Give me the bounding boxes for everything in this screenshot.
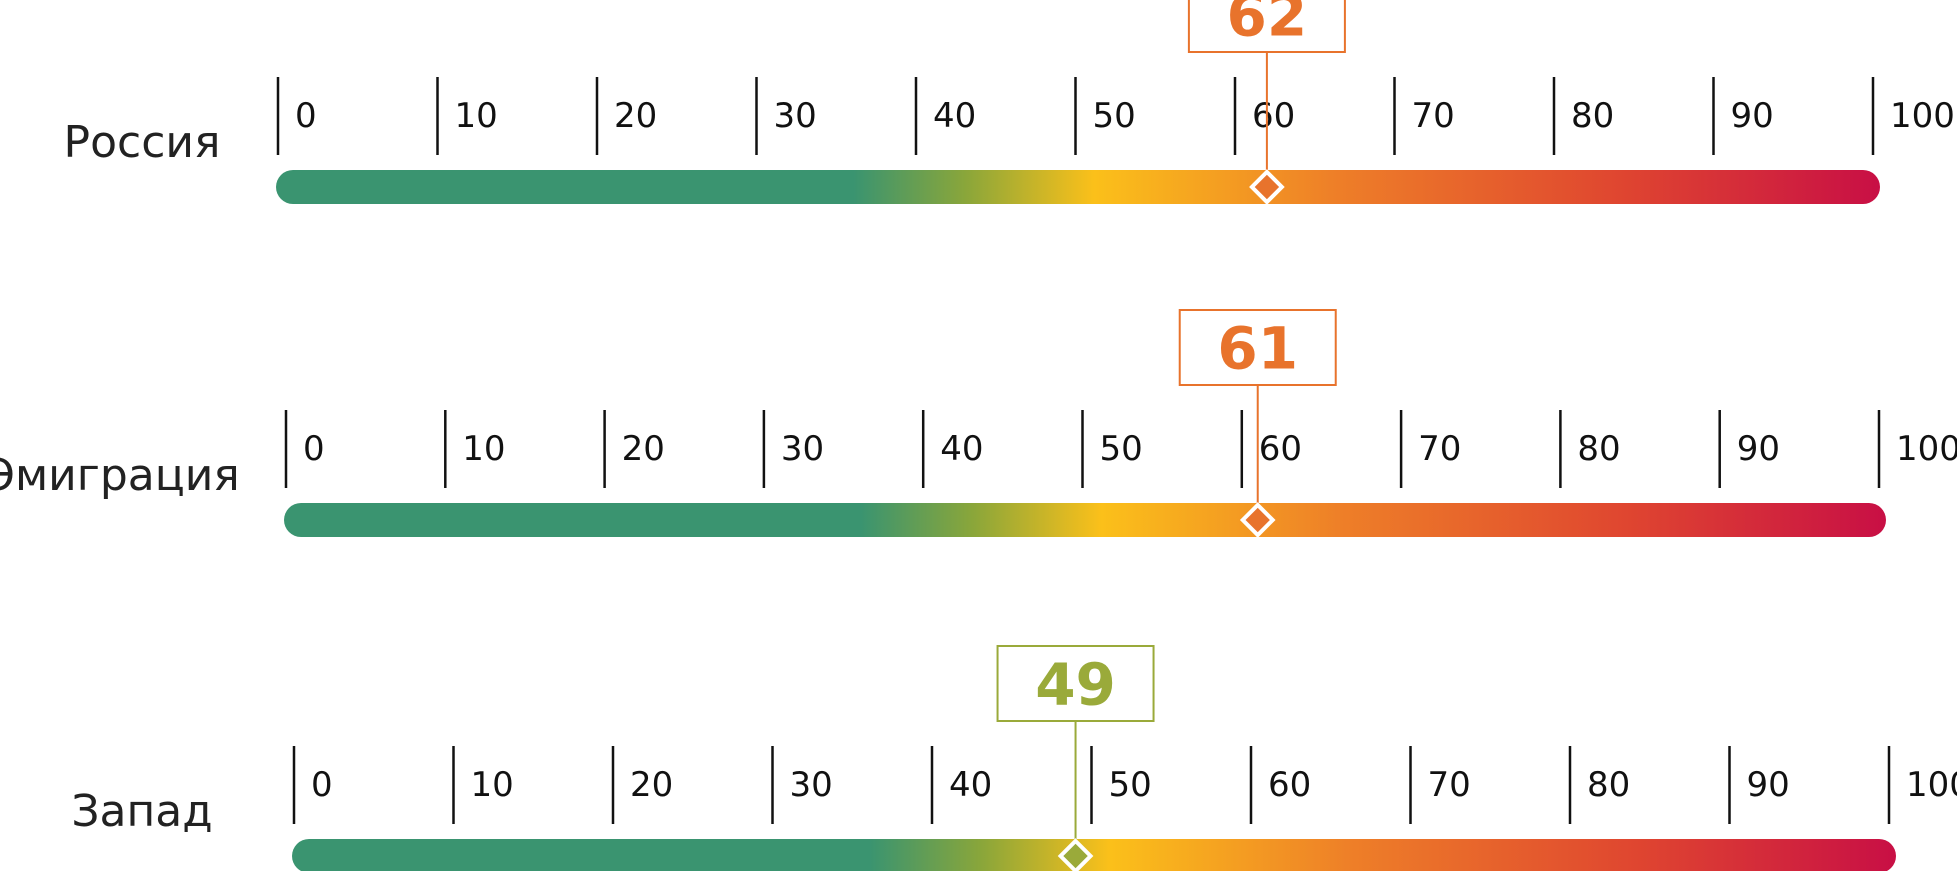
tick-label: 20 [630, 765, 673, 805]
tick-label: 100 [1906, 765, 1957, 805]
tick-label: 20 [622, 429, 665, 469]
row-label: Эмиграция [0, 450, 240, 501]
tick-label: 60 [1259, 429, 1302, 469]
value-label: 62 [1227, 0, 1308, 50]
tick-label: 10 [462, 429, 505, 469]
tick-label: 0 [295, 96, 317, 136]
row-label: Запад [71, 786, 212, 837]
tick-label: 100 [1890, 96, 1955, 136]
tick-label: 0 [303, 429, 325, 469]
tick-label: 90 [1737, 429, 1780, 469]
tick-label: 10 [455, 96, 498, 136]
tick-label: 50 [1109, 765, 1152, 805]
tick-label: 50 [1100, 429, 1143, 469]
tick-label: 50 [1093, 96, 1136, 136]
value-label: 49 [1035, 651, 1116, 719]
tick-label: 20 [614, 96, 657, 136]
scale-bar [284, 503, 1886, 537]
tick-label: 40 [940, 429, 983, 469]
value-box [996, 645, 1155, 722]
value-box [1178, 309, 1337, 386]
value-label: 61 [1217, 315, 1298, 383]
value-box [1187, 0, 1346, 53]
tick-label: 60 [1252, 96, 1295, 136]
tick-label: 30 [790, 765, 833, 805]
scale-bar [292, 839, 1896, 871]
tick-label: 40 [933, 96, 976, 136]
tick-label: 90 [1747, 765, 1790, 805]
gauge-row: Запад 0 10 20 30 40 50 60 70 80 90 100 49 [71, 645, 1957, 871]
gauge-row: Россия 0 10 20 30 40 50 60 70 80 90 100 62 [64, 0, 1955, 205]
row-label: Россия [64, 117, 221, 168]
tick-label: 100 [1896, 429, 1957, 469]
tick-label: 70 [1428, 765, 1471, 805]
value-marker [1239, 502, 1276, 538]
tick-label: 70 [1412, 96, 1455, 136]
scale-bar [276, 170, 1880, 204]
tick-label: 60 [1268, 765, 1311, 805]
value-marker [1249, 169, 1285, 205]
tick-label: 90 [1731, 96, 1774, 136]
tick-label: 40 [949, 765, 992, 805]
tick-label: 70 [1418, 429, 1461, 469]
gauge-row: Эмиграция 0 10 20 30 40 50 60 70 80 90 100 61 [0, 309, 1957, 538]
tick-label: 30 [774, 96, 817, 136]
tick-label: 80 [1587, 765, 1630, 805]
tick-label: 80 [1571, 96, 1614, 136]
tick-label: 30 [781, 429, 824, 469]
value-marker [1057, 838, 1094, 871]
tick-label: 80 [1577, 429, 1620, 469]
tick-label: 0 [311, 765, 333, 805]
tick-label: 10 [471, 765, 514, 805]
